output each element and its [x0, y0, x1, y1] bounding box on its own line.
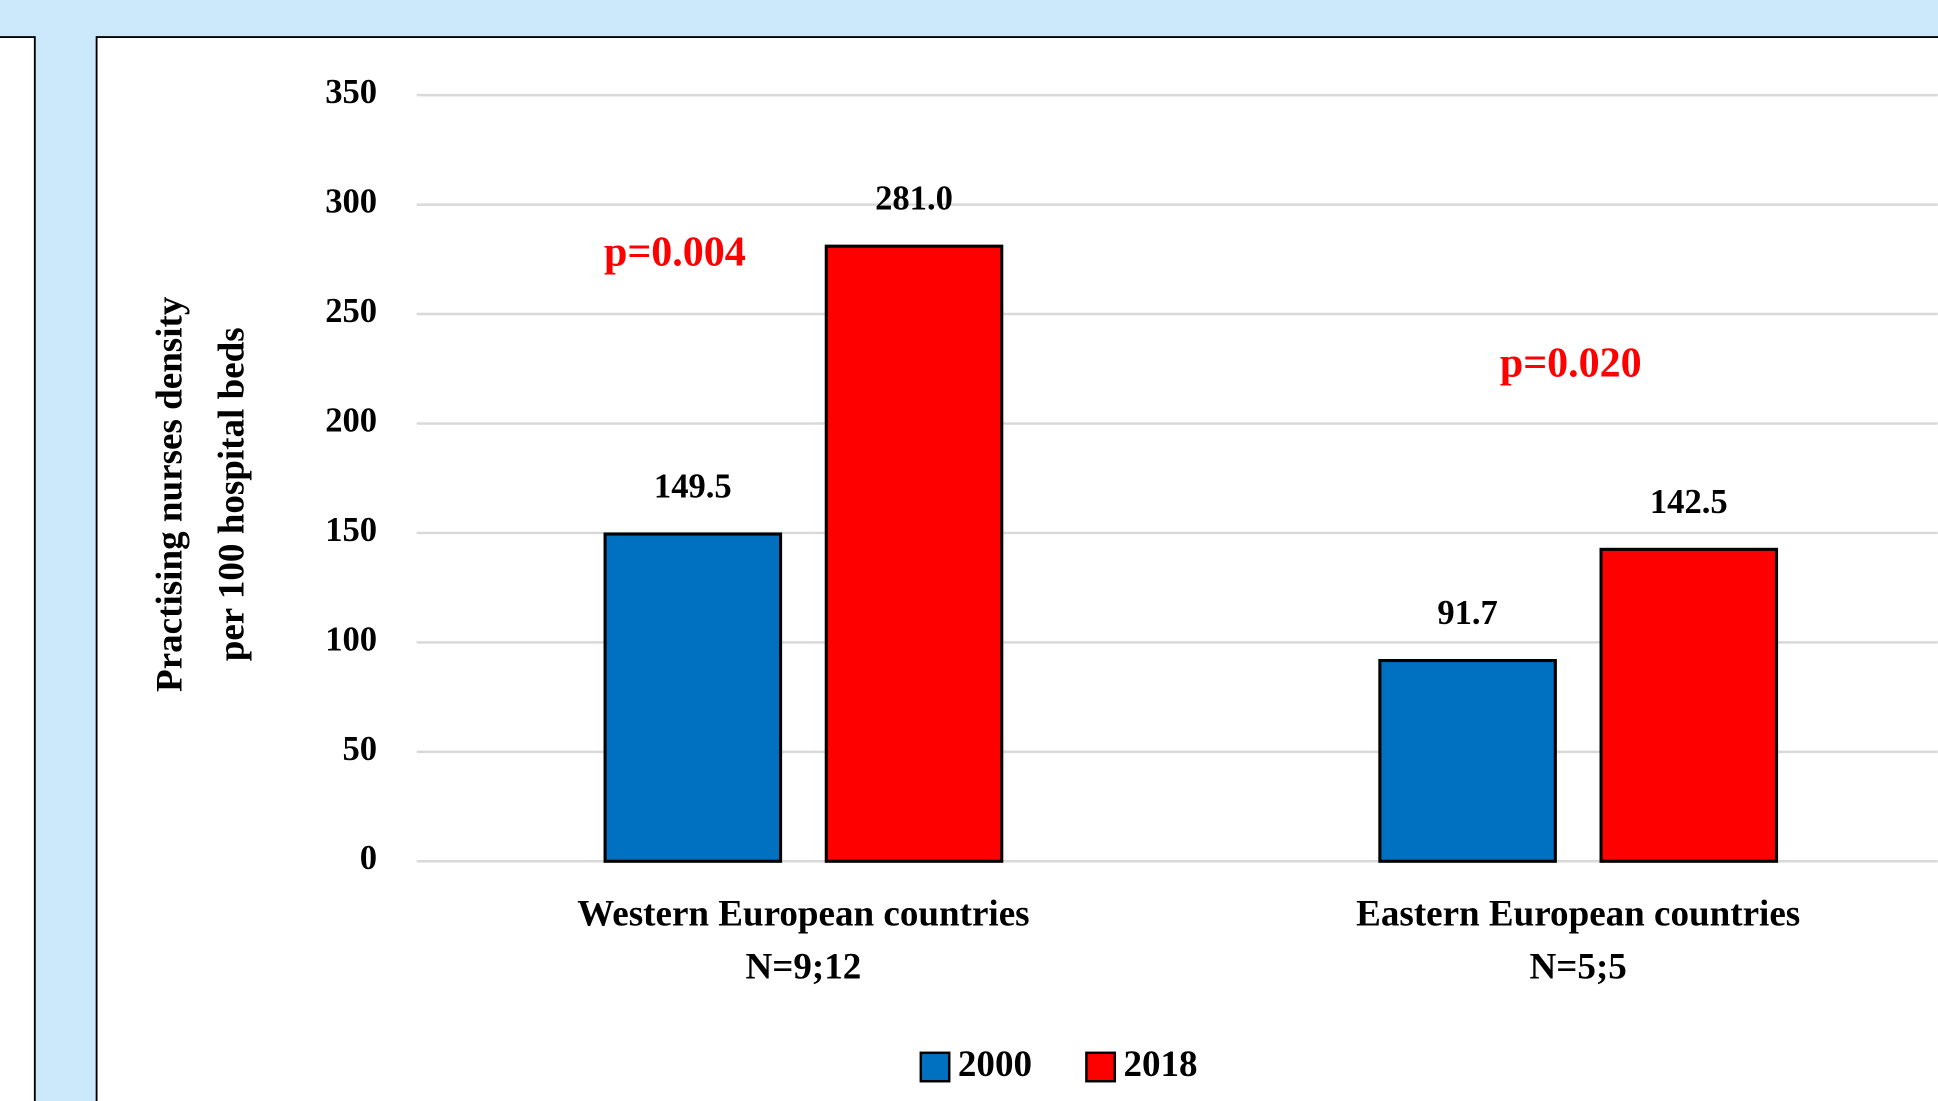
y-tick-label: 0 — [360, 839, 377, 877]
y-tick-label: 50 — [343, 730, 378, 768]
x-tick-label: Western European countries — [577, 893, 1029, 934]
data-label: 281.0 — [875, 180, 953, 218]
y-tick-label: 300 — [325, 183, 377, 221]
legend-swatch — [919, 1051, 951, 1083]
x-tick-label: N=9;12 — [746, 947, 862, 988]
legend-label: 2000 — [958, 1044, 1032, 1085]
annotation: p=0.004 — [604, 229, 746, 275]
y-tick-label: 150 — [325, 511, 377, 549]
y-axis-title: Practising nurses density per 100 hospita… — [150, 296, 253, 692]
y-axis-title-line: Practising nurses density — [150, 296, 191, 692]
y-axis-title-line: per 100 hospital beds — [212, 327, 253, 661]
bar — [824, 244, 1004, 863]
bar — [603, 532, 783, 863]
x-tick-label: N=5;5 — [1530, 947, 1627, 988]
legend-label: 2018 — [1123, 1044, 1197, 1085]
y-tick-label: 250 — [325, 292, 377, 330]
bar — [1599, 547, 1779, 863]
data-label: 142.5 — [1650, 483, 1728, 521]
side-panel — [0, 36, 36, 1101]
data-label: 91.7 — [1437, 594, 1498, 632]
y-tick-label: 350 — [325, 73, 377, 111]
data-label: 149.5 — [654, 467, 732, 505]
x-tick-label: Eastern European countries — [1356, 893, 1800, 934]
y-tick-label: 100 — [325, 620, 377, 658]
annotation: p=0.020 — [1500, 341, 1642, 387]
bar — [1378, 659, 1557, 863]
y-tick-label: 200 — [325, 401, 377, 439]
legend-swatch — [1085, 1051, 1117, 1083]
